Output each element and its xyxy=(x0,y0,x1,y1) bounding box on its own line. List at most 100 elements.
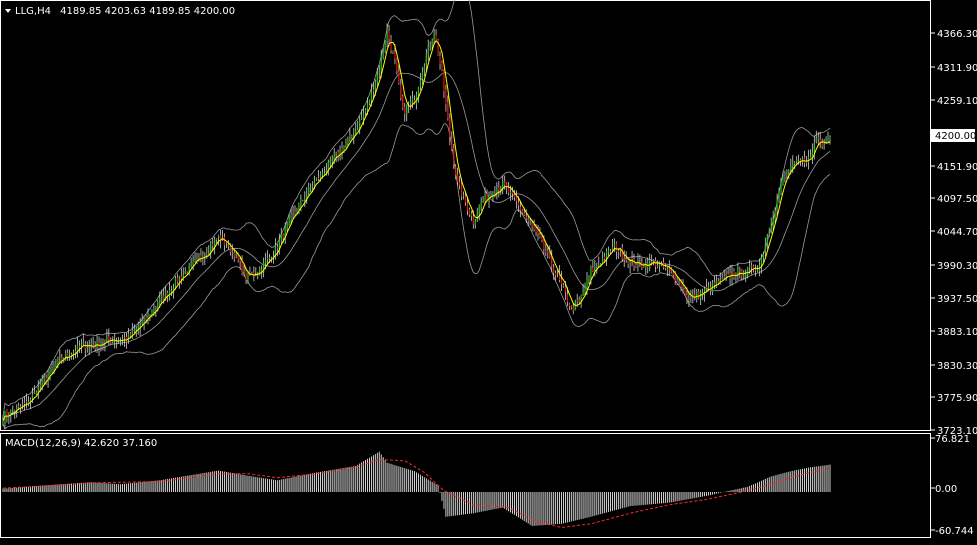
dropdown-triangle-icon[interactable] xyxy=(5,9,11,13)
candle-body xyxy=(172,288,175,292)
candle-body xyxy=(231,250,233,253)
candle-body xyxy=(341,148,343,152)
candle-body xyxy=(825,140,827,144)
candle-body xyxy=(123,338,126,340)
candle-body xyxy=(827,139,829,141)
candle-body xyxy=(251,272,253,274)
candle-body xyxy=(588,276,590,279)
macd-tick-label: -60.744 xyxy=(935,526,974,537)
candle-body xyxy=(361,116,363,119)
candle-body xyxy=(676,280,678,284)
candlestick-series xyxy=(2,23,831,430)
candle-body xyxy=(386,29,388,41)
candle-body xyxy=(233,252,235,258)
candle-body xyxy=(53,366,55,370)
candle-body xyxy=(192,261,194,265)
candle-body xyxy=(602,258,604,264)
candle-body xyxy=(605,251,608,260)
candle-body xyxy=(245,270,247,281)
candle-body xyxy=(752,265,755,271)
candle-body xyxy=(343,146,345,151)
candle-body xyxy=(637,261,639,265)
candle-body xyxy=(715,281,717,287)
candle-body xyxy=(362,112,365,119)
candle-body xyxy=(817,137,819,139)
candle-body xyxy=(756,270,759,272)
candle-body xyxy=(390,40,392,51)
candle-body xyxy=(498,187,500,191)
candle-body xyxy=(16,406,18,411)
candle-body xyxy=(776,198,778,210)
candle-body xyxy=(167,292,169,296)
price-tick-label: 3830.30 xyxy=(937,361,977,372)
candle-body xyxy=(72,351,75,355)
candle-body xyxy=(165,291,167,300)
candle-body xyxy=(268,257,271,260)
candle-body xyxy=(212,243,214,246)
candle-body xyxy=(462,194,465,197)
candle-body xyxy=(513,194,516,198)
candle-body xyxy=(627,260,629,265)
candle-body xyxy=(43,377,45,380)
candle-body xyxy=(270,258,273,260)
candle-body xyxy=(690,296,692,298)
candle-body xyxy=(217,235,220,238)
candle-body xyxy=(692,294,694,297)
candle-body xyxy=(59,356,61,358)
candle-body xyxy=(729,273,731,279)
candle-body xyxy=(219,234,222,242)
candle-body xyxy=(805,161,808,164)
candle-body xyxy=(364,109,367,113)
candle-body xyxy=(560,278,563,284)
current-price-label: 4200.00 xyxy=(935,131,976,142)
candle-body xyxy=(276,247,278,249)
candle-body xyxy=(674,273,676,282)
candle-body xyxy=(312,185,314,188)
candle-body xyxy=(739,269,741,271)
candle-body xyxy=(410,101,412,105)
candle-body xyxy=(435,35,437,41)
bollinger-upper-line xyxy=(2,0,831,417)
candle-body xyxy=(474,220,476,225)
candle-body xyxy=(702,292,704,294)
candle-body xyxy=(796,160,798,163)
candle-body xyxy=(488,195,490,201)
candle-body xyxy=(656,265,659,267)
candle-body xyxy=(357,127,359,129)
candle-body xyxy=(327,161,329,171)
candle-body xyxy=(108,336,110,341)
candle-body xyxy=(523,212,525,216)
candle-body xyxy=(112,340,114,343)
candle-body xyxy=(635,264,637,267)
candle-body xyxy=(451,138,453,150)
candle-body xyxy=(374,82,376,91)
candle-body xyxy=(186,272,188,274)
candle-body xyxy=(482,200,484,203)
candle-body xyxy=(319,173,322,181)
ohlc-values: 4189.85 4203.63 4189.85 4200.00 xyxy=(60,6,235,17)
candle-body xyxy=(121,339,124,341)
candle-body xyxy=(425,54,427,65)
candle-body xyxy=(468,209,471,215)
candle-body xyxy=(464,196,467,203)
bollinger-bands xyxy=(2,0,831,430)
candle-body xyxy=(782,177,784,185)
candle-body xyxy=(449,117,451,138)
candle-body xyxy=(259,268,261,275)
candle-body xyxy=(529,222,531,224)
candle-body xyxy=(439,55,441,64)
candle-body xyxy=(476,214,478,221)
candle-body xyxy=(184,271,186,274)
candle-body xyxy=(394,51,396,60)
candle-body xyxy=(749,266,751,268)
candle-body xyxy=(517,202,520,206)
candle-body xyxy=(274,245,277,255)
candle-body xyxy=(127,333,130,340)
price-tick-label: 4366.30 xyxy=(937,29,977,40)
candle-body xyxy=(366,103,369,110)
candle-body xyxy=(335,152,337,155)
candle-body xyxy=(731,272,733,280)
candle-body xyxy=(331,159,333,161)
